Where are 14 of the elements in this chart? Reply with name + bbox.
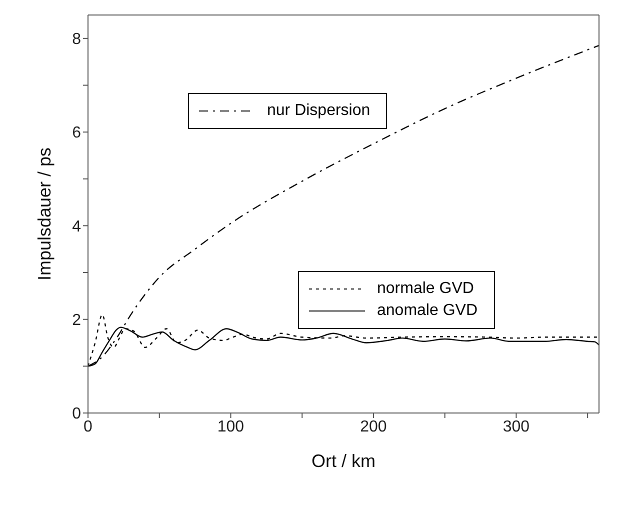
legend-label: nur Dispersion xyxy=(267,102,370,120)
legend-label: normale GVD xyxy=(377,280,474,298)
x-tick-label: 100 xyxy=(217,418,244,436)
y-axis-title: Impulsdauer / ps xyxy=(34,147,54,281)
x-tick-label: 300 xyxy=(502,418,530,436)
y-tick-label: 8 xyxy=(72,31,82,48)
x-tick-label: 200 xyxy=(360,418,387,436)
x-axis-title: Ort / km xyxy=(312,451,376,471)
y-tick-label: 2 xyxy=(72,312,82,330)
y-tick-label: 0 xyxy=(72,406,82,423)
x-tick-label: 0 xyxy=(84,418,93,436)
legend-label: anomale GVD xyxy=(377,302,478,320)
y-tick-label: 4 xyxy=(72,218,82,236)
y-tick-label: 6 xyxy=(72,124,82,142)
